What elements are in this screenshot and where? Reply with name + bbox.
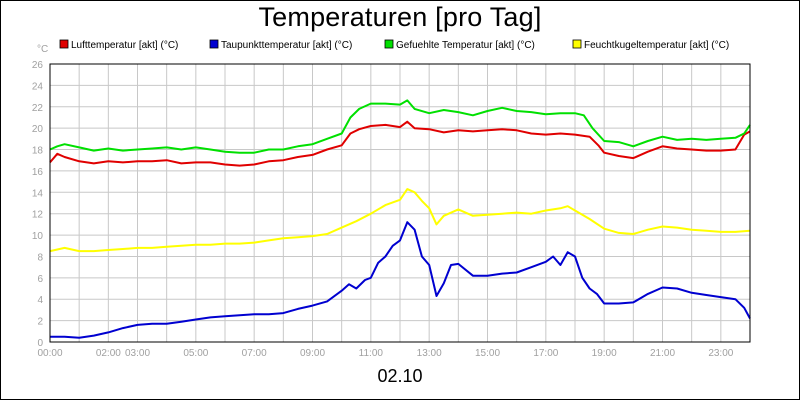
x-tick-label: 17:00 xyxy=(533,348,558,359)
y-tick-label: 0 xyxy=(37,338,43,349)
x-tick-label: 03:00 xyxy=(125,348,150,359)
x-tick-label: 13:00 xyxy=(417,348,442,359)
legend-label: Lufttemperatur [akt] (°C) xyxy=(71,40,178,51)
legend-swatch xyxy=(572,39,582,49)
legend-swatch xyxy=(384,39,394,49)
x-tick-label: 11:00 xyxy=(359,348,384,359)
grid xyxy=(49,63,751,343)
series-line-1 xyxy=(49,120,751,167)
y-tick-label: 8 xyxy=(37,252,43,263)
x-tick-label: 21:00 xyxy=(650,348,675,359)
y-tick-label: 6 xyxy=(37,274,43,285)
x-tick-label: 02:00 xyxy=(96,348,121,359)
y-tick-label: 2 xyxy=(37,317,43,328)
y-tick-label: 18 xyxy=(32,146,44,157)
series-layer xyxy=(49,99,751,339)
legend-label: Feuchtkugeltemperatur [akt] (°C) xyxy=(584,40,729,51)
y-tick-label: 26 xyxy=(32,60,44,71)
chart-title: Temperaturen [pro Tag] xyxy=(258,2,542,32)
x-tick-label: 07:00 xyxy=(242,348,267,359)
x-tick-label: 05:00 xyxy=(183,348,208,359)
x-tick-label: 00:00 xyxy=(37,348,62,359)
y-tick-label: 16 xyxy=(32,167,44,178)
x-tick-label: 23:00 xyxy=(708,348,733,359)
y-axis-unit-label: °C xyxy=(37,44,48,55)
plot-area-border xyxy=(49,63,751,343)
legend-swatch xyxy=(59,39,69,49)
series-line-4 xyxy=(49,188,751,253)
x-tick-label: 19:00 xyxy=(592,348,617,359)
series-line-2 xyxy=(50,221,751,339)
x-tick-label: 09:00 xyxy=(300,348,325,359)
legend-label: Gefuehlte Temperatur [akt] (°C) xyxy=(396,40,535,51)
y-tick-label: 24 xyxy=(32,81,44,92)
y-tick-label: 20 xyxy=(32,124,44,135)
y-tick-label: 4 xyxy=(37,295,43,306)
y-tick-label: 12 xyxy=(32,210,44,221)
y-tick-label: 14 xyxy=(32,188,44,199)
y-tick-label: 10 xyxy=(32,231,44,242)
series-line-3 xyxy=(49,99,751,154)
x-axis-date-label: 02.10 xyxy=(377,366,423,386)
x-tick-label: 15:00 xyxy=(475,348,500,359)
x-axis-ticks: 00:00 02:00 03:00 05:00 07:00 09:00 11:00 13:00… xyxy=(37,348,733,359)
legend: Lufttemperatur [akt] (°C) Taupunkttempera… xyxy=(59,39,729,51)
legend-swatch xyxy=(209,39,219,49)
y-tick-label: 22 xyxy=(32,103,44,114)
legend-label: Taupunkttemperatur [akt] (°C) xyxy=(221,40,352,51)
